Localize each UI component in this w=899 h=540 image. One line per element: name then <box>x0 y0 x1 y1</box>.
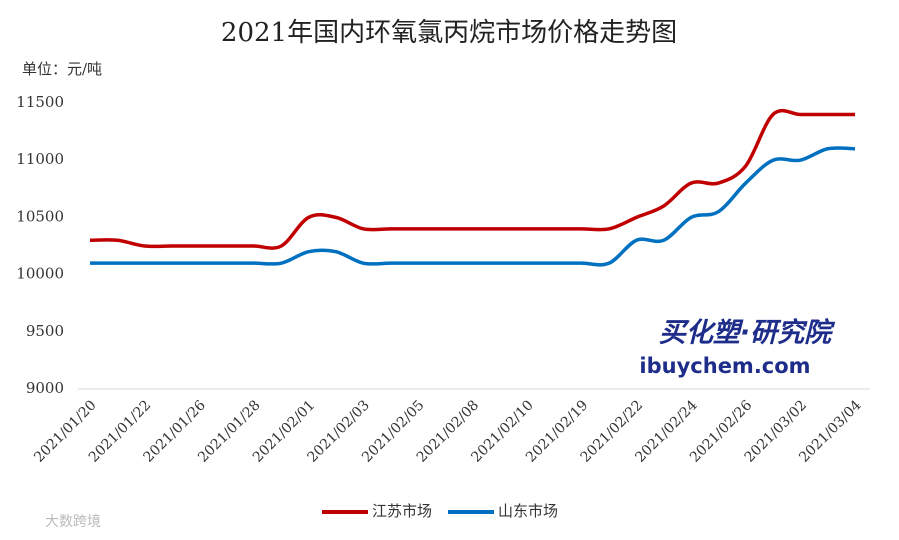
y-tick-label: 9000 <box>26 379 64 397</box>
watermark: ibuychem.com <box>639 354 810 378</box>
legend-label: 山东市场 <box>498 502 558 520</box>
y-tick-label: 11000 <box>16 150 64 168</box>
y-tick-label: 10000 <box>16 265 64 283</box>
y-axis-label: 单位：元/吨 <box>22 60 102 78</box>
watermark: 大数跨境 <box>45 514 101 530</box>
y-tick-label: 10500 <box>16 207 64 225</box>
y-tick-label: 11500 <box>16 93 64 111</box>
watermark: 买化塑·研究院 <box>659 318 836 349</box>
line <box>90 146 856 267</box>
legend-label: 江苏市场 <box>372 502 432 520</box>
line <box>89 108 855 250</box>
y-tick-label: 9500 <box>26 322 64 340</box>
chart-title: 2021年国内环氧氯丙烷市场价格走势图 <box>221 18 677 48</box>
